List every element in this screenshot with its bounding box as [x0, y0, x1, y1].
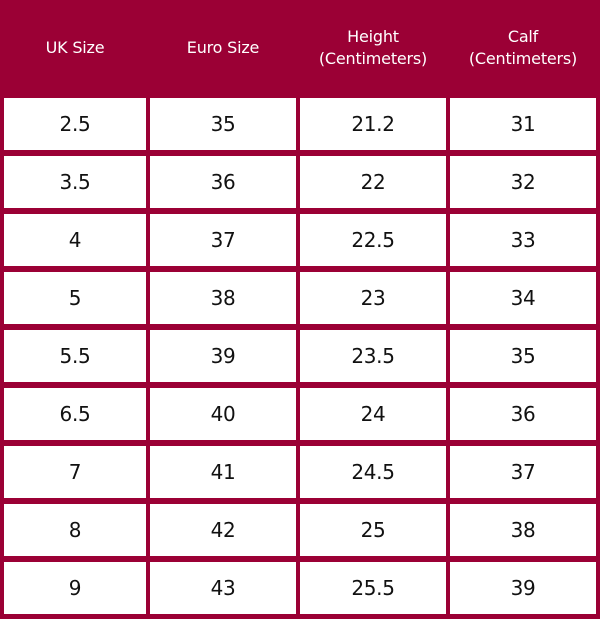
- table-cell-uk-size: 5.5: [4, 330, 146, 382]
- header-calf: Calf (Centimeters): [450, 4, 596, 92]
- header-uk-size: UK Size: [4, 4, 146, 92]
- table-cell-uk-size: 5: [4, 272, 146, 324]
- table-cell-calf: 31: [450, 98, 596, 150]
- table-cell-euro-size: 38: [150, 272, 296, 324]
- table-cell-euro-size: 35: [150, 98, 296, 150]
- table-cell-calf: 37: [450, 446, 596, 498]
- table-cell-euro-size: 40: [150, 388, 296, 440]
- table-cell-height: 22.5: [300, 214, 446, 266]
- table-cell-uk-size: 9: [4, 562, 146, 614]
- header-height: Height (Centimeters): [300, 4, 446, 92]
- table-cell-calf: 33: [450, 214, 596, 266]
- header-calf-label: Calf: [507, 27, 539, 46]
- table-cell-uk-size: 8: [4, 504, 146, 556]
- header-height-label: Height: [347, 27, 399, 46]
- table-cell-height: 25: [300, 504, 446, 556]
- table-cell-uk-size: 2.5: [4, 98, 146, 150]
- table-cell-uk-size: 7: [4, 446, 146, 498]
- table-cell-euro-size: 42: [150, 504, 296, 556]
- table-cell-height: 23: [300, 272, 446, 324]
- table-cell-euro-size: 41: [150, 446, 296, 498]
- table-cell-uk-size: 3.5: [4, 156, 146, 208]
- table-cell-height: 25.5: [300, 562, 446, 614]
- header-euro-size-label: Euro Size: [186, 38, 260, 57]
- table-cell-euro-size: 37: [150, 214, 296, 266]
- table-cell-height: 22: [300, 156, 446, 208]
- header-height-unit: (Centimeters): [318, 49, 428, 68]
- table-cell-calf: 32: [450, 156, 596, 208]
- table-cell-euro-size: 43: [150, 562, 296, 614]
- table-cell-calf: 34: [450, 272, 596, 324]
- header-euro-size: Euro Size: [150, 4, 296, 92]
- table-cell-calf: 39: [450, 562, 596, 614]
- table-cell-calf: 35: [450, 330, 596, 382]
- table-cell-height: 24: [300, 388, 446, 440]
- table-cell-euro-size: 36: [150, 156, 296, 208]
- table-cell-height: 24.5: [300, 446, 446, 498]
- header-calf-unit: (Centimeters): [468, 49, 578, 68]
- table-cell-height: 23.5: [300, 330, 446, 382]
- table-cell-calf: 36: [450, 388, 596, 440]
- table-cell-uk-size: 4: [4, 214, 146, 266]
- table-cell-euro-size: 39: [150, 330, 296, 382]
- size-chart-grid: UK Size Euro Size Height (Centimeters) C…: [4, 4, 598, 615]
- table-cell-uk-size: 6.5: [4, 388, 146, 440]
- table-cell-height: 21.2: [300, 98, 446, 150]
- header-uk-size-label: UK Size: [45, 38, 105, 57]
- table-cell-calf: 38: [450, 504, 596, 556]
